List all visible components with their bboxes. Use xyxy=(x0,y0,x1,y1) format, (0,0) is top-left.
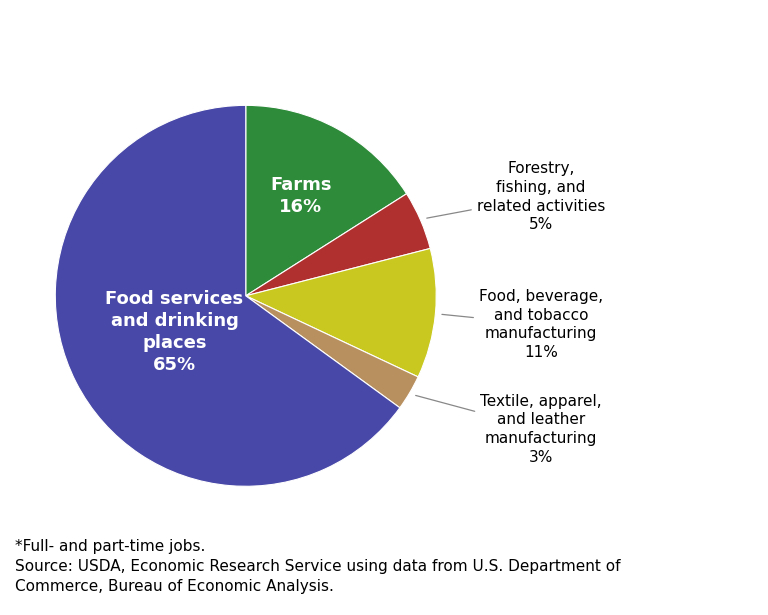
Wedge shape xyxy=(246,194,430,296)
Wedge shape xyxy=(246,296,418,408)
Text: Textile, apparel,
and leather
manufacturing
3%: Textile, apparel, and leather manufactur… xyxy=(415,394,602,464)
Text: Farms
16%: Farms 16% xyxy=(270,175,332,216)
Text: Food, beverage,
and tobacco
manufacturing
11%: Food, beverage, and tobacco manufacturin… xyxy=(442,289,603,360)
Text: Employment* in agriculture and related industries, 2012: Employment* in agriculture and related i… xyxy=(9,19,631,38)
Wedge shape xyxy=(55,105,400,486)
Text: Food services
and drinking
places
65%: Food services and drinking places 65% xyxy=(105,290,243,375)
Text: Forestry,
fishing, and
related activities
5%: Forestry, fishing, and related activitie… xyxy=(427,161,605,232)
Wedge shape xyxy=(246,105,406,296)
Wedge shape xyxy=(246,248,436,377)
Text: *Full- and part-time jobs.
Source: USDA, Economic Research Service using data fr: *Full- and part-time jobs. Source: USDA,… xyxy=(15,539,621,593)
